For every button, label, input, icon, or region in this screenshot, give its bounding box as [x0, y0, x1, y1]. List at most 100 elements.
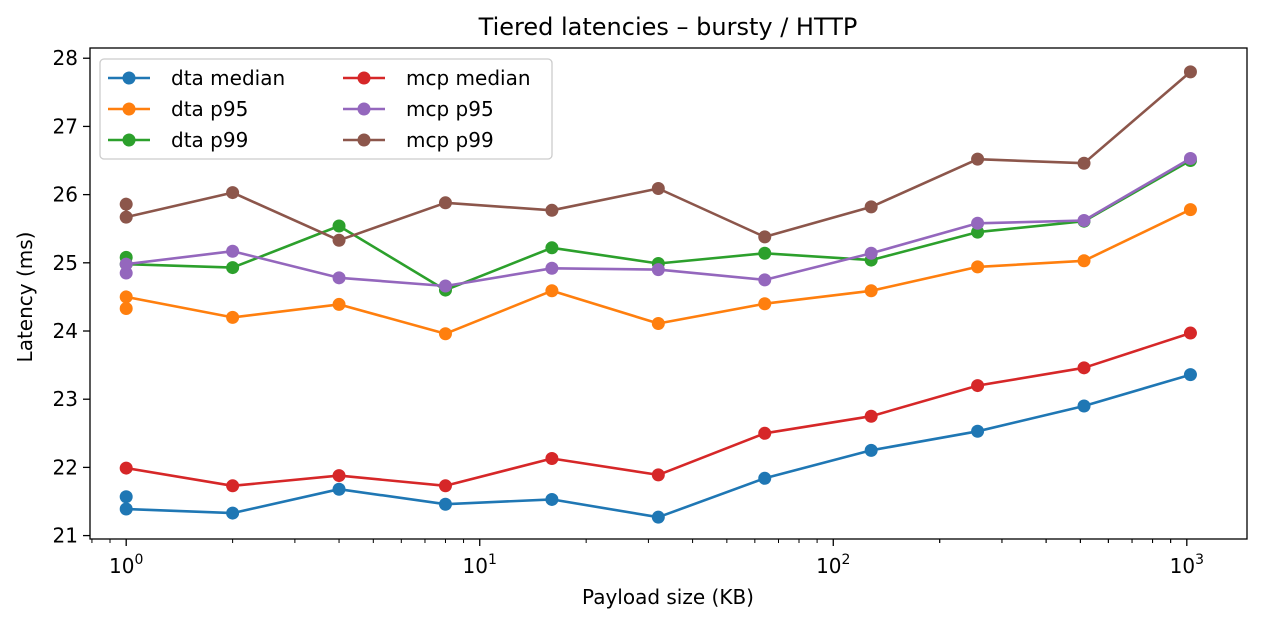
data-point: [758, 426, 772, 440]
data-point: [1183, 65, 1197, 79]
series-mcp-median: [119, 326, 1197, 493]
data-point: [758, 471, 772, 485]
data-point: [1183, 326, 1197, 340]
data-point: [864, 284, 878, 298]
data-point: [1183, 368, 1197, 382]
y-tick-label: 28: [53, 46, 78, 70]
data-point: [332, 271, 346, 285]
legend-marker: [122, 133, 136, 147]
data-point: [971, 216, 985, 230]
data-point: [438, 196, 452, 210]
series-line: [124, 208, 1191, 336]
series-line: [124, 157, 1192, 288]
legend-box: [99, 58, 553, 160]
data-point: [119, 461, 133, 475]
y-axis-label: Latency (ms): [13, 232, 37, 363]
data-point: [651, 263, 665, 277]
chart-title: Tiered latencies – bursty / HTTP: [478, 13, 858, 41]
plot-frame: [89, 47, 1248, 540]
legend-marker: [357, 102, 371, 116]
data-point: [226, 506, 240, 520]
data-point: [545, 284, 559, 298]
data-point: [438, 479, 452, 493]
data-point: [971, 152, 985, 166]
x-axis-label: Payload size (KB): [582, 585, 754, 609]
legend-marker: [357, 133, 371, 147]
series-mcp-p99: [119, 65, 1197, 247]
data-point: [119, 197, 133, 211]
x-tick-label: 103: [1170, 552, 1204, 578]
data-point: [332, 233, 346, 247]
data-point: [1077, 361, 1091, 375]
y-tick-label: 24: [53, 319, 78, 343]
data-point: [758, 297, 772, 311]
series-layer: [119, 65, 1197, 524]
data-point: [438, 327, 452, 341]
data-point: [226, 186, 240, 200]
data-point: [119, 257, 133, 271]
legend-label: mcp p99: [406, 128, 494, 152]
data-point: [651, 181, 665, 195]
legend-label: dta p95: [171, 97, 248, 121]
data-point: [864, 443, 878, 457]
data-point: [438, 279, 452, 293]
x-tick-label: 101: [463, 552, 497, 578]
data-point: [1183, 151, 1197, 165]
data-point: [545, 203, 559, 217]
data-point: [651, 510, 665, 524]
series-dta-median: [119, 368, 1197, 524]
legend-label: dta median: [171, 66, 285, 90]
data-point: [545, 261, 559, 275]
data-point: [332, 219, 346, 233]
y-tick-label: 23: [53, 387, 78, 411]
data-point: [226, 244, 240, 258]
data-point: [971, 260, 985, 274]
data-point: [1077, 399, 1091, 413]
data-point: [758, 273, 772, 287]
data-point: [226, 261, 240, 275]
data-point: [1077, 214, 1091, 228]
y-tick-label: 27: [53, 114, 78, 138]
series-line: [124, 70, 1192, 242]
y-tick-label: 21: [53, 524, 78, 548]
series-line: [124, 159, 1192, 292]
x-tick-label: 100: [109, 552, 143, 578]
legend-marker: [122, 71, 136, 85]
legend: dta median dta p95 dta p99 mcp median mcp p9…: [99, 58, 553, 160]
data-point: [971, 379, 985, 393]
data-point: [864, 409, 878, 423]
series-dta-p95: [119, 203, 1197, 341]
y-tick-label: 26: [53, 183, 78, 207]
data-point: [864, 246, 878, 260]
legend-label: dta p99: [171, 128, 248, 152]
data-point: [651, 468, 665, 482]
data-point: [971, 424, 985, 438]
data-point: [1077, 156, 1091, 170]
series-mcp-p95: [119, 151, 1197, 293]
legend-marker: [122, 102, 136, 116]
data-point: [758, 230, 772, 244]
data-point: [332, 297, 346, 311]
data-point: [758, 246, 772, 260]
data-point: [545, 452, 559, 466]
data-point: [332, 469, 346, 483]
data-point: [1183, 203, 1197, 217]
series-line: [125, 331, 1191, 488]
data-point: [119, 210, 133, 224]
legend-label: mcp median: [406, 66, 531, 90]
legend-marker: [357, 71, 371, 85]
data-point: [119, 502, 133, 516]
legend-label: mcp p95: [406, 97, 494, 121]
series-line: [124, 373, 1191, 519]
axes-layer: 21 22 23 24 25 26 27 28 100 101 102 103: [53, 46, 1248, 578]
y-tick-label: 25: [53, 251, 78, 275]
data-point: [226, 479, 240, 493]
x-tick-label: 102: [816, 552, 850, 578]
data-point: [1077, 254, 1091, 268]
data-point: [119, 490, 133, 504]
data-point: [651, 317, 665, 331]
data-point: [332, 482, 346, 496]
data-point: [119, 302, 133, 316]
